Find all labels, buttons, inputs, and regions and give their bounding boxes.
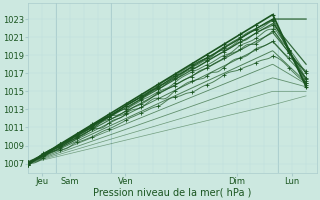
X-axis label: Pression niveau de la mer( hPa ): Pression niveau de la mer( hPa )	[93, 187, 252, 197]
